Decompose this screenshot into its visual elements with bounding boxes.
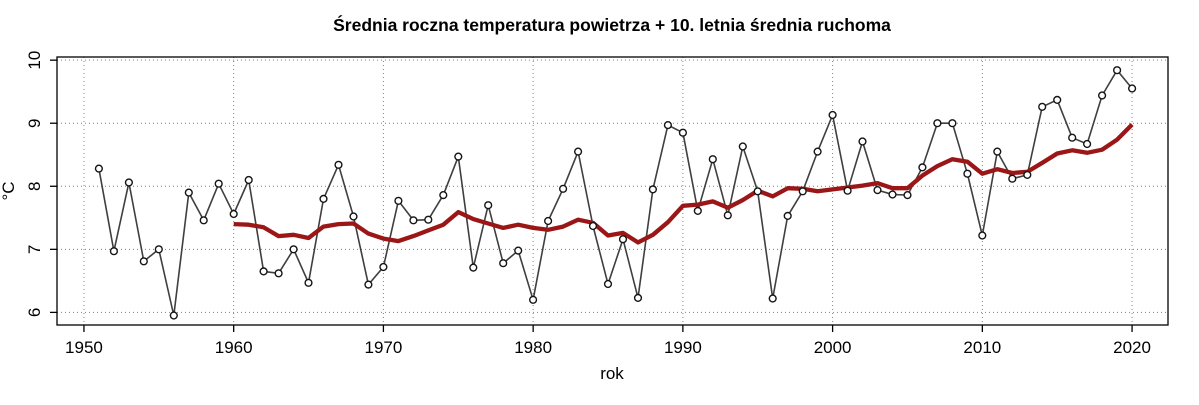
data-point-marker bbox=[289, 245, 298, 254]
data-point-marker bbox=[1038, 102, 1047, 111]
y-tick-label: 9 bbox=[25, 118, 44, 127]
y-tick-label: 8 bbox=[25, 182, 44, 191]
data-point-marker bbox=[349, 212, 358, 221]
chart-title: Średnia roczna temperatura powietrza + 1… bbox=[333, 14, 891, 35]
data-point-marker bbox=[888, 190, 897, 199]
data-point-marker bbox=[633, 293, 643, 303]
data-point-marker bbox=[753, 187, 762, 196]
data-point-marker bbox=[1023, 170, 1032, 180]
data-point-marker bbox=[439, 191, 448, 200]
data-point-marker bbox=[573, 147, 583, 156]
data-point-marker bbox=[948, 119, 957, 128]
data-point-marker bbox=[154, 245, 163, 254]
x-tick-label: 1970 bbox=[364, 338, 402, 357]
x-tick-label: 1980 bbox=[514, 338, 552, 357]
x-axis-label: rok bbox=[600, 364, 624, 383]
data-point-marker bbox=[409, 216, 418, 225]
y-axis-label: °C bbox=[0, 181, 18, 200]
data-point-marker bbox=[514, 246, 523, 255]
data-point-marker bbox=[184, 188, 193, 197]
data-point-marker bbox=[678, 128, 688, 137]
x-tick-label: 1950 bbox=[65, 338, 103, 357]
data-point-marker bbox=[394, 196, 403, 205]
data-point-marker bbox=[364, 280, 373, 289]
data-point-marker bbox=[1082, 139, 1092, 149]
plot-border bbox=[56, 56, 1169, 326]
data-point-marker bbox=[94, 164, 104, 173]
data-point-marker bbox=[528, 295, 538, 304]
data-point-marker bbox=[693, 206, 702, 216]
data-point-marker bbox=[933, 119, 942, 128]
data-point-marker bbox=[169, 311, 178, 320]
data-point-marker bbox=[454, 152, 463, 161]
data-point-marker bbox=[648, 185, 658, 194]
x-tick-label: 2020 bbox=[1113, 338, 1151, 357]
y-tick-label: 6 bbox=[25, 308, 44, 317]
axes-ticks: 1950 1960 1970 1980 1990 2000 2010 2020 6 7 8 9 10 bbox=[25, 51, 1151, 357]
data-series bbox=[94, 66, 1137, 320]
data-point-marker bbox=[588, 221, 598, 231]
data-point-marker bbox=[723, 211, 732, 220]
data-point-marker bbox=[738, 142, 747, 151]
data-point-marker bbox=[1053, 95, 1062, 105]
data-point-marker bbox=[663, 120, 673, 130]
data-point-marker bbox=[708, 155, 717, 164]
x-tick-label: 1990 bbox=[664, 338, 702, 357]
data-point-marker bbox=[828, 110, 837, 120]
data-point-marker bbox=[319, 194, 328, 204]
data-point-marker bbox=[768, 294, 777, 303]
data-point-marker bbox=[1127, 84, 1137, 93]
x-tick-label: 1960 bbox=[215, 338, 253, 357]
data-point-marker bbox=[499, 259, 508, 268]
gridlines bbox=[57, 57, 1168, 325]
data-point-marker bbox=[1112, 66, 1122, 75]
y-tick-label: 7 bbox=[25, 245, 44, 254]
data-point-marker bbox=[124, 178, 133, 187]
data-point-marker bbox=[558, 184, 568, 193]
data-point-marker bbox=[813, 147, 822, 156]
data-point-marker bbox=[543, 216, 553, 226]
data-point-marker bbox=[858, 137, 867, 146]
data-point-marker bbox=[334, 160, 343, 169]
data-point-marker bbox=[1008, 174, 1017, 183]
data-point-marker bbox=[229, 209, 238, 219]
data-point-marker bbox=[259, 267, 268, 276]
data-point-marker bbox=[603, 279, 613, 289]
data-point-marker bbox=[304, 278, 313, 287]
data-point-marker bbox=[963, 169, 972, 178]
x-tick-label: 2010 bbox=[963, 338, 1001, 357]
data-point-marker bbox=[783, 211, 792, 221]
annual-series-line bbox=[98, 69, 1133, 317]
data-point-marker bbox=[214, 179, 223, 188]
moving-average-line bbox=[233, 122, 1134, 245]
data-point-marker bbox=[484, 201, 493, 210]
data-point-marker bbox=[843, 186, 852, 195]
data-point-marker bbox=[199, 216, 208, 225]
data-point-marker bbox=[274, 269, 283, 278]
data-point-marker bbox=[1068, 133, 1077, 142]
data-point-marker bbox=[618, 235, 628, 244]
data-point-marker bbox=[918, 163, 927, 172]
data-point-marker bbox=[903, 191, 912, 200]
data-point-marker bbox=[109, 247, 119, 256]
data-point-marker bbox=[1097, 91, 1107, 100]
data-point-marker bbox=[978, 231, 987, 240]
data-point-marker bbox=[873, 186, 882, 195]
data-point-marker bbox=[244, 175, 253, 185]
x-tick-label: 2000 bbox=[814, 338, 852, 357]
data-point-marker bbox=[993, 147, 1002, 156]
data-point-marker bbox=[139, 257, 148, 266]
y-tick-label: 10 bbox=[25, 51, 44, 70]
data-point-marker bbox=[424, 215, 433, 224]
data-point-marker bbox=[379, 262, 388, 272]
data-point-marker bbox=[469, 263, 478, 272]
data-point-marker bbox=[798, 187, 807, 196]
